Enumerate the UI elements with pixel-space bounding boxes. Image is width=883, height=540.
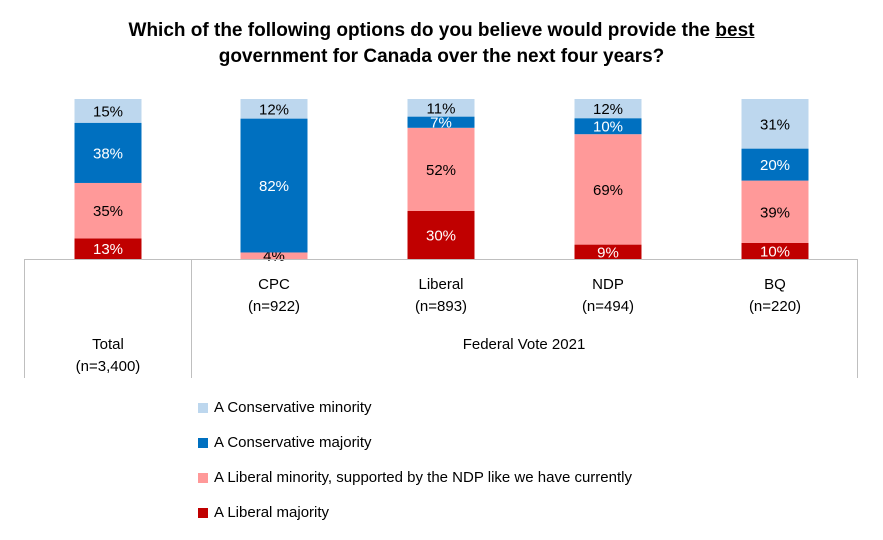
data-label: 35% [93,203,123,220]
legend-swatch [198,472,208,483]
bar-segment [741,148,809,181]
legend-swatch [198,402,208,413]
legend-swatch [198,507,208,518]
title-part: government for Canada over the next four… [218,46,665,67]
legend-label: A Liberal majority [214,504,330,521]
data-label: 38% [93,145,123,162]
category-label-total: Total (n=3,400) [75,336,141,375]
legend-label: A Conservative majority [214,434,372,451]
bar-segment [407,116,475,128]
data-label: 7% [430,115,452,132]
legend-label: A Conservative minority [214,399,372,416]
category-label-cpc: CPC (n=922) [247,276,301,315]
data-label: 4% [263,248,285,265]
data-label: 12% [593,101,623,118]
data-label: 15% [93,103,123,120]
bar-segment [74,99,142,123]
category-label-liberal: Liberal (n=893) [414,276,468,315]
data-label: 13% [93,241,123,258]
data-label: 30% [426,228,456,245]
bar-segment [407,99,475,117]
category-label-bq: BQ (n=220) [748,276,802,315]
category-label-ndp: NDP (n=494) [581,276,635,315]
legend-item: A Conservative majority [198,434,372,451]
bar-segment [574,99,642,119]
bar-segment [574,244,642,259]
bar-segment [574,118,642,135]
data-label: 10% [593,119,623,136]
bar-segment [407,127,475,211]
data-label: 69% [593,182,623,199]
bar-segment [741,99,809,149]
bar-segment [240,252,308,259]
group-label: Federal Vote 2021 [462,336,586,353]
bar-segment [407,211,475,259]
title-emphasis: best [715,20,755,41]
data-label: 11% [427,100,456,117]
data-label: 31% [760,116,790,133]
bar-segment [74,182,142,239]
bar-segment [741,180,809,243]
chart-title: Which of the following options do you be… [0,18,883,70]
bar-segment [240,118,308,253]
legend-item: A Liberal minority, supported by the NDP… [198,469,632,486]
data-label: 82% [259,178,289,195]
data-label: 39% [760,204,790,221]
data-label: 12% [259,101,289,118]
bar-segment [74,122,142,183]
bar-segment [240,99,308,119]
data-label: 10% [760,244,790,261]
title-part: Which of the following options do you be… [128,20,716,41]
data-label: 9% [597,244,619,261]
data-label: 52% [426,162,456,179]
legend-item: A Liberal majority [198,504,329,521]
data-label: 20% [760,157,790,174]
bar-segment [74,238,142,259]
bar-segment [574,134,642,245]
legend-swatch [198,437,208,448]
bar-segment [741,243,809,259]
legend-item: A Conservative minority [198,399,372,416]
legend-label: A Liberal minority, supported by the NDP… [214,469,632,486]
